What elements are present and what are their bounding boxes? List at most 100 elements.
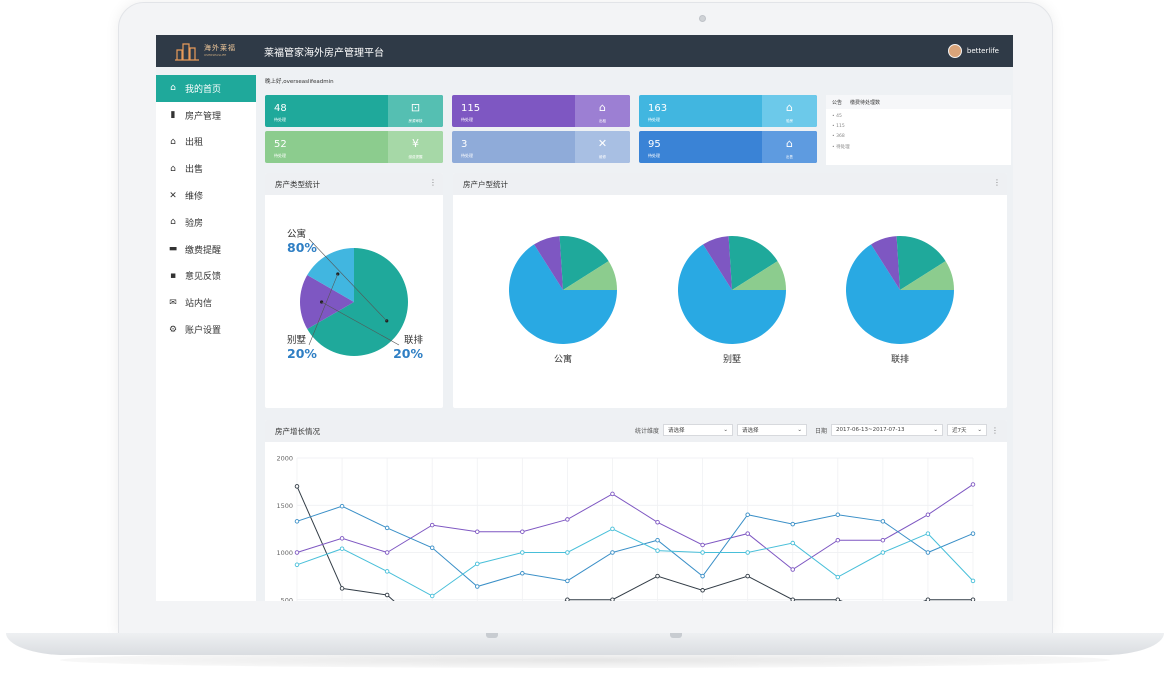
data-point[interactable] [700,542,705,548]
pie-slice-2[interactable] [307,248,354,302]
data-point[interactable] [790,567,795,572]
data-point[interactable] [970,578,976,584]
data-point[interactable] [655,573,660,579]
data-point[interactable] [700,573,705,579]
sidebar-item-2[interactable]: ⌂ 出租 [156,129,256,156]
tab-pending-payments[interactable]: 缴费待处理数 [850,99,881,106]
data-point[interactable] [475,584,480,589]
data-point[interactable] [970,482,976,487]
pie-slice[interactable] [703,236,732,290]
pie-slice[interactable] [534,236,563,290]
data-point[interactable] [835,537,841,543]
data-point[interactable] [835,512,841,517]
data-point[interactable] [655,520,660,525]
avatar[interactable] [947,44,962,58]
pie-slice[interactable] [678,244,786,344]
sidebar-item-8[interactable]: ✉ 站内信 [156,289,256,316]
data-point[interactable] [790,597,795,601]
data-point[interactable] [384,525,390,531]
dimension-select-1[interactable]: 请选择 ⌄ [662,424,733,436]
data-point[interactable] [925,512,931,517]
data-point[interactable] [339,503,345,509]
sidebar-item-9[interactable]: ⚙ 账户设置 [156,316,256,343]
line-series-1[interactable] [296,484,974,571]
data-point[interactable] [700,550,705,555]
line-series-2[interactable] [296,505,974,588]
notice-item[interactable]: • 待处理 [832,144,1011,154]
data-point[interactable] [790,540,795,546]
data-point[interactable] [475,561,480,567]
data-point[interactable] [339,586,345,591]
stat-card[interactable]: 95 待处理 ⌂ 出售 [639,131,817,163]
pie-slice[interactable] [900,261,954,290]
notice-item[interactable]: • 45 [832,114,1011,124]
data-point[interactable] [384,569,390,574]
data-point[interactable] [925,597,931,601]
notice-item[interactable]: • 368 [832,134,1011,144]
sidebar-item-7[interactable]: ▪ 意见反馈 [156,263,256,290]
username[interactable]: betterlife [966,47,999,55]
stat-card[interactable]: 3 待处理 ✕ 维修 [452,131,630,163]
data-point[interactable] [880,537,886,543]
stat-card[interactable]: 48 待处理 ⊡ 房源审核 [265,95,443,127]
data-point[interactable] [790,521,795,527]
data-point[interactable] [429,545,435,551]
pie-slice[interactable] [509,244,617,344]
date-range-picker[interactable]: 2017-06-13~2017-07-13 ⌄ [831,424,943,436]
line-series-0[interactable] [296,486,973,601]
pie-slice[interactable] [728,236,778,290]
pie-slice[interactable] [559,236,609,290]
data-point[interactable] [384,592,390,598]
pie-slice-0[interactable] [307,248,408,356]
line-series-3[interactable] [296,528,974,597]
sidebar-item-5[interactable]: ⌂ 验房 [156,209,256,236]
data-point[interactable] [745,550,750,555]
more-options-icon[interactable]: ⋮ [991,425,999,435]
stat-card[interactable]: 115 待处理 ⌂ 出租 [452,95,630,127]
data-point[interactable] [925,531,931,536]
data-point[interactable] [655,537,660,543]
data-point[interactable] [835,574,841,580]
data-point[interactable] [565,517,570,522]
data-point[interactable] [429,522,435,528]
pie-slice[interactable] [871,236,900,290]
data-point[interactable] [925,550,931,555]
data-point[interactable] [610,491,615,497]
data-point[interactable] [700,588,705,593]
data-point[interactable] [520,571,525,576]
period-select[interactable]: 近7天 ⌄ [947,424,987,436]
data-point[interactable] [339,536,345,541]
user-menu[interactable]: betterlife [947,44,999,58]
stat-card[interactable]: 52 待处理 ¥ 缴费提醒 [265,131,443,163]
stat-card[interactable]: 163 待处理 ⌂ 验房 [639,95,817,127]
pie-slice[interactable] [846,244,954,344]
data-point[interactable] [520,550,525,555]
data-point[interactable] [745,573,750,579]
data-point[interactable] [565,550,570,555]
dimension-select-2[interactable]: 请选择 ⌄ [736,424,807,436]
pie-slice[interactable] [732,261,786,290]
more-options-icon[interactable]: ⋮ [429,178,437,187]
data-point[interactable] [880,550,886,555]
data-point[interactable] [655,548,660,553]
tab-notice[interactable]: 公告 [832,99,843,106]
data-point[interactable] [384,550,390,555]
sidebar-item-1[interactable]: ▮ 房产管理 [156,102,256,129]
sidebar-item-0[interactable]: ⌂ 我的首页 [156,75,256,102]
data-point[interactable] [565,578,570,584]
data-point[interactable] [880,519,886,524]
data-point[interactable] [835,597,841,601]
data-point[interactable] [294,519,300,524]
data-point[interactable] [610,526,615,532]
data-point[interactable] [294,562,300,568]
sidebar-item-4[interactable]: ✕ 维修 [156,182,256,209]
data-point[interactable] [475,529,480,534]
notice-item[interactable]: • 115 [832,124,1011,134]
data-point[interactable] [339,546,345,551]
data-point[interactable] [970,597,976,601]
pie-slice[interactable] [563,261,617,290]
sidebar-item-3[interactable]: ⌂ 出售 [156,155,256,182]
data-point[interactable] [970,531,976,536]
data-point[interactable] [745,531,750,536]
data-point[interactable] [520,529,525,534]
